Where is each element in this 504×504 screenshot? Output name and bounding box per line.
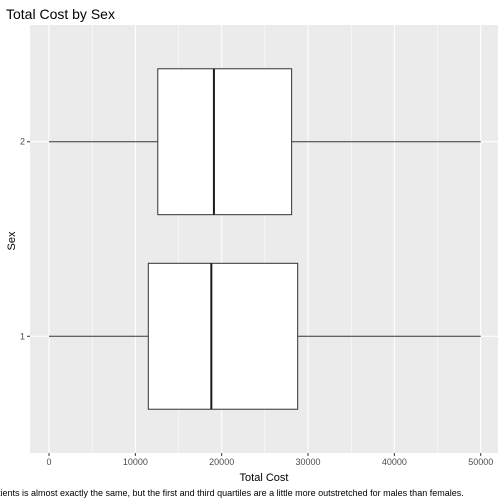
x-tick-label: 40000 (382, 457, 407, 467)
y-tick-label: 1 (20, 331, 25, 341)
box-2 (48, 68, 481, 216)
x-tick-label: 20000 (209, 457, 234, 467)
box-1 (48, 262, 481, 410)
x-tick-label: 50000 (468, 457, 493, 467)
iqr-box (147, 262, 299, 410)
x-axis-title: Total Cost (240, 472, 289, 484)
chart-title: Total Cost by Sex (6, 6, 115, 22)
chart-caption: tients is almost exactly the same, but t… (0, 488, 464, 498)
boxplots (48, 68, 481, 410)
x-axis-ticks: 0 10000 20000 30000 40000 50000 (46, 453, 493, 467)
y-axis-title: Sex (6, 231, 18, 250)
y-axis-ticks: 12 (20, 137, 30, 341)
x-tick-label: 10000 (123, 457, 148, 467)
iqr-box (157, 68, 293, 216)
x-tick-label: 30000 (296, 457, 321, 467)
x-tick-label: 0 (46, 457, 51, 467)
y-tick-label: 2 (20, 137, 25, 147)
